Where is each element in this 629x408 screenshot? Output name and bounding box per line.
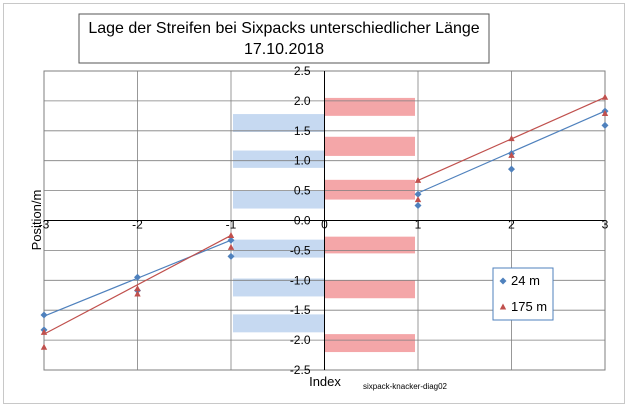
stripe-band [324, 136, 415, 156]
stripe-band [233, 114, 325, 132]
data-point-triangle [508, 135, 515, 142]
x-tick-label: 0 [321, 218, 328, 232]
data-points [40, 93, 609, 350]
stripe-band [233, 150, 325, 168]
x-axis-label: Index [309, 374, 341, 389]
legend-label: 175 m [511, 299, 547, 314]
data-point-triangle [508, 151, 515, 158]
x-tick-label: -3 [39, 218, 50, 232]
data-point-triangle [414, 196, 422, 203]
stripe-band [324, 334, 415, 353]
credit-label: sixpack-knacker-diag02 [363, 382, 448, 391]
stripe-bands [233, 97, 415, 353]
data-point-diamond [414, 202, 422, 210]
stripe-band [233, 239, 325, 258]
chart-subtitle: 17.10.2018 [244, 41, 324, 58]
stripe-band [324, 236, 415, 254]
legend: 24 m 175 m [492, 267, 554, 321]
data-point-triangle [134, 290, 141, 297]
data-point-diamond [601, 121, 609, 129]
x-tick-label: 3 [602, 218, 609, 232]
title-box [78, 13, 490, 64]
legend-marker-triangle [499, 303, 507, 310]
y-tick-label: 1.0 [294, 154, 311, 168]
data-point-triangle [134, 285, 141, 292]
y-tick-label: -2.0 [290, 333, 311, 347]
tick-labels: -3 -2 -1 0 1 2 3 2.5 2.0 1.5 1.0 0.5 0.0 -0.5 -1.0 -1.5… [39, 64, 609, 377]
y-tick-label: 0.5 [294, 184, 311, 198]
data-point-triangle [40, 343, 48, 350]
legend-label: 24 m [511, 273, 540, 288]
data-point-triangle [40, 328, 48, 335]
stripe-band [324, 97, 415, 116]
x-tick-label: 2 [508, 218, 515, 232]
data-point-diamond [227, 236, 235, 244]
legend-marker-diamond [499, 277, 507, 285]
x-tick-label: -2 [132, 218, 143, 232]
axes [43, 70, 606, 371]
y-tick-label: -0.5 [290, 243, 311, 257]
legend-box [492, 267, 554, 321]
stripe-band [233, 314, 325, 333]
data-point-triangle [601, 93, 609, 100]
y-axis-label: Position/m [29, 190, 44, 251]
data-point-triangle [414, 176, 422, 183]
x-tick-label: -1 [226, 218, 237, 232]
data-point-diamond [508, 165, 515, 173]
y-tick-label: 2.5 [294, 64, 311, 78]
y-tick-label: 1.5 [294, 124, 311, 138]
stripe-band [324, 179, 415, 200]
y-tick-label: -1.0 [290, 273, 311, 287]
y-tick-label: 2.0 [294, 94, 311, 108]
data-point-triangle [227, 243, 235, 250]
data-point-triangle [227, 231, 235, 238]
data-point-triangle [601, 109, 609, 116]
data-point-diamond [414, 190, 422, 198]
chart-title: Lage der Streifen bei Sixpacks unterschi… [88, 20, 479, 37]
y-tick-label: -2.5 [290, 363, 311, 377]
y-tick-label: 0.0 [294, 214, 311, 228]
stripe-band [233, 190, 325, 209]
stripe-band [324, 280, 415, 299]
y-tick-label: -1.5 [290, 303, 311, 317]
data-point-diamond [134, 273, 141, 281]
x-tick-label: 1 [415, 218, 422, 232]
stripe-band [233, 278, 325, 297]
data-point-diamond [227, 252, 235, 260]
data-point-diamond [40, 311, 48, 319]
fit-line [43, 234, 232, 335]
